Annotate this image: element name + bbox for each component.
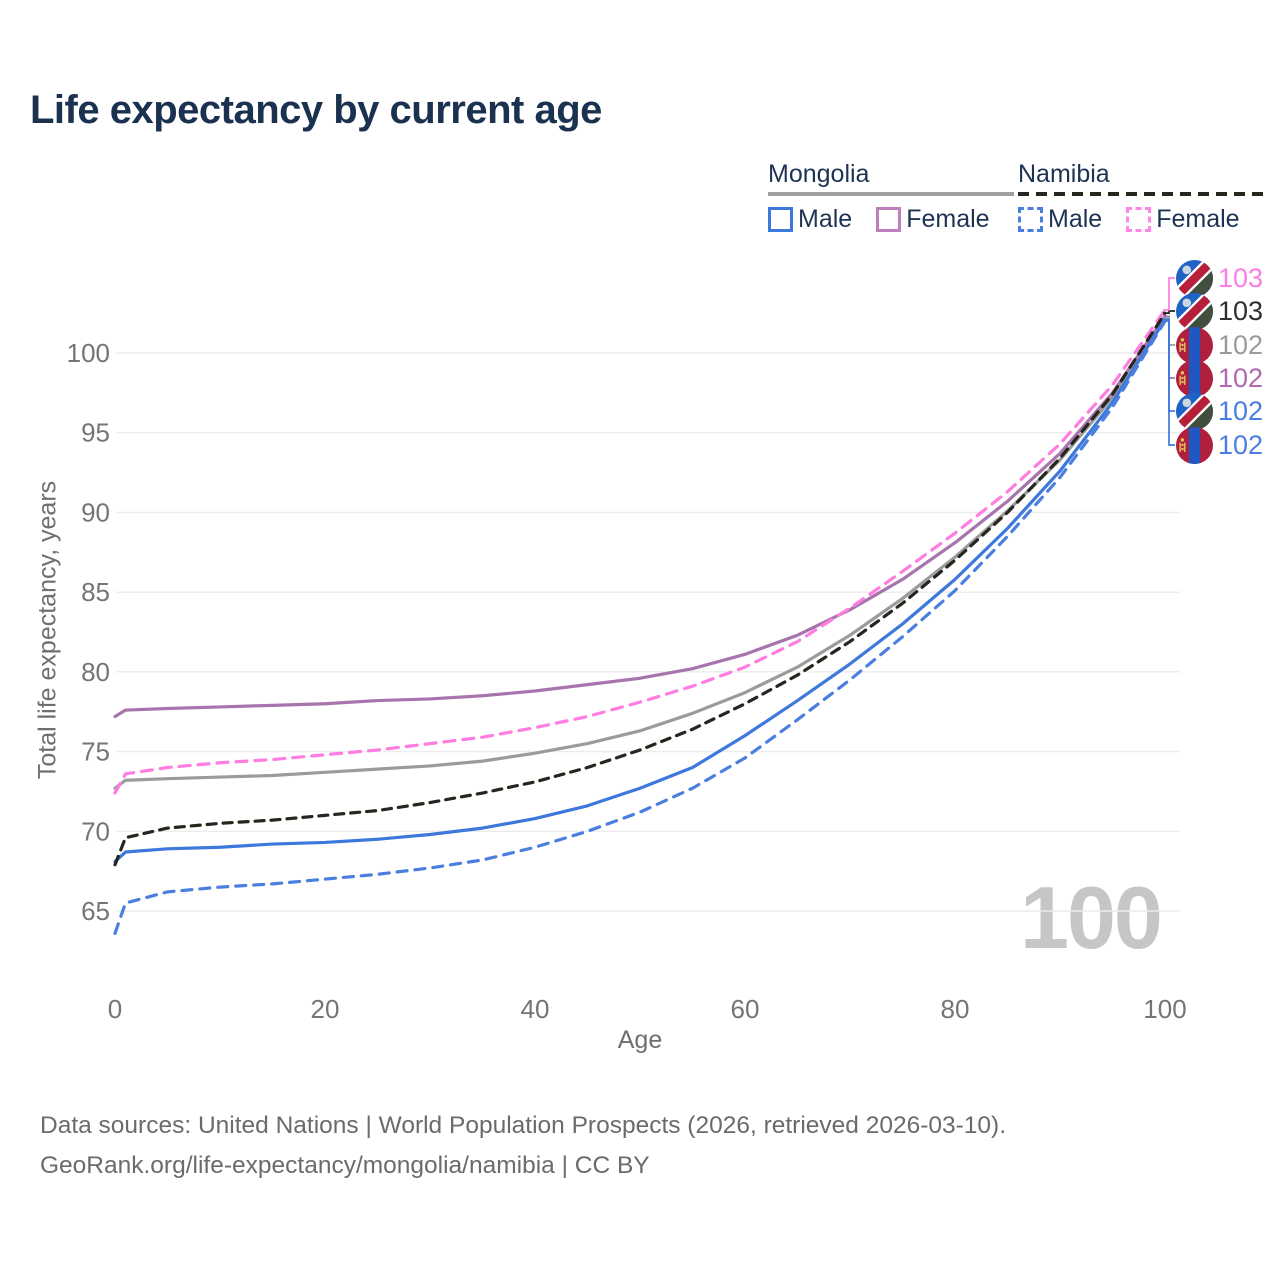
end-label-mongolia-female: 102 (1176, 360, 1263, 397)
legend-swatch-namibia-male[interactable] (1018, 207, 1043, 232)
end-value: 102 (1218, 430, 1264, 460)
end-label-namibia-female: 103 (1176, 260, 1263, 297)
end-label-namibia-total: 103 (1176, 293, 1263, 330)
x-tick-label: 0 (108, 994, 122, 1024)
x-axis-title: Age (617, 1026, 663, 1054)
legend-country-namibia[interactable]: Namibia (1018, 160, 1110, 188)
y-tick-label: 65 (81, 896, 110, 926)
namibia-flag-icon (1176, 293, 1213, 330)
end-value: 102 (1218, 396, 1264, 426)
plot-area: 65 70 75 80 85 90 95 100 0 20 40 60 80 100 (67, 277, 1187, 1024)
source-url-line: GeoRank.org/life-expectancy/mongolia/nam… (40, 1152, 650, 1179)
label-connector (1163, 277, 1175, 311)
x-tick-label: 100 (1143, 994, 1186, 1024)
series-line-namibia-both-sexes[interactable] (113, 311, 1167, 867)
end-value: 102 (1218, 330, 1264, 360)
series-line-namibia-male[interactable] (113, 319, 1167, 935)
legend-swatch-mongolia-male[interactable] (768, 207, 793, 232)
y-tick-label: 90 (81, 497, 110, 527)
namibia-flag-icon (1176, 260, 1213, 297)
y-tick-label: 100 (67, 338, 110, 368)
attribution: Data sources: United Nations | World Pop… (40, 1106, 1006, 1186)
end-label-mongolia-male: 102 (1176, 427, 1263, 464)
end-value: 103 (1218, 296, 1264, 326)
series-line-mongolia-male[interactable] (113, 317, 1167, 864)
end-value: 102 (1218, 363, 1264, 393)
mongolia-flag-icon (1176, 360, 1213, 397)
x-tick-label: 80 (941, 994, 970, 1024)
legend-label-mongolia-female[interactable]: Female (906, 205, 990, 233)
label-connector (1163, 318, 1175, 446)
y-tick-label: 85 (81, 577, 110, 607)
namibia-linestyle-swatch (1018, 192, 1264, 196)
page-title: Life expectancy by current age (30, 88, 602, 132)
series-line-namibia-female[interactable] (113, 308, 1167, 795)
legend-label-namibia-male[interactable]: Male (1048, 205, 1103, 233)
end-label-mongolia-total: 102 (1176, 327, 1263, 364)
mongolia-linestyle-swatch (768, 192, 1014, 196)
x-tick-label: 20 (311, 994, 340, 1024)
series-line-mongolia-both-sexes[interactable] (113, 316, 1167, 790)
mongolia-flag-icon (1176, 427, 1213, 464)
legend-country-mongolia[interactable]: Mongolia (768, 160, 870, 188)
legend-group-mongolia: Mongolia Male Female (768, 160, 1014, 234)
mongolia-flag-icon (1176, 327, 1213, 364)
x-tick-label: 60 (731, 994, 760, 1024)
x-tick-label: 40 (521, 994, 550, 1024)
namibia-flag-icon (1176, 393, 1213, 430)
age-counter-watermark: 100 (1020, 868, 1163, 967)
data-sources-line: Data sources: United Nations | World Pop… (40, 1112, 1007, 1139)
end-value: 103 (1218, 263, 1264, 293)
legend-swatch-mongolia-female[interactable] (876, 207, 902, 232)
end-label-namibia-male: 102 (1176, 393, 1263, 430)
legend-swatch-namibia-female[interactable] (1126, 207, 1152, 232)
y-tick-label: 70 (81, 816, 110, 846)
series-line-mongolia-female[interactable] (113, 314, 1167, 719)
legend-label-namibia-female[interactable]: Female (1156, 205, 1240, 233)
y-tick-label: 75 (81, 737, 110, 767)
y-tick-label: 95 (81, 418, 110, 448)
legend-group-namibia: Namibia Male Female (1018, 160, 1264, 234)
legend-label-mongolia-male[interactable]: Male (798, 205, 853, 233)
label-connector (1163, 310, 1175, 314)
y-tick-label: 80 (81, 657, 110, 687)
